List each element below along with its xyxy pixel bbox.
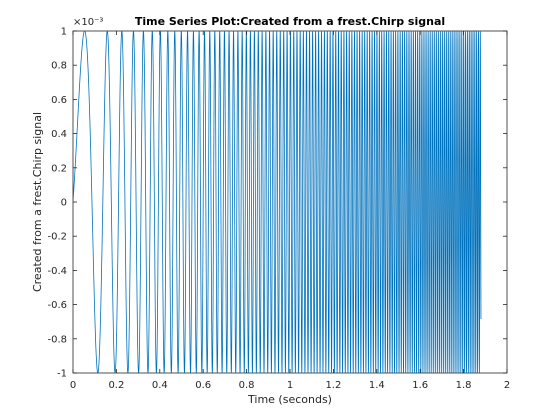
x-tick-label: 0.8 bbox=[239, 380, 255, 391]
y-tick-label: -1 bbox=[57, 369, 67, 380]
y-tick-label: -0.4 bbox=[47, 266, 67, 277]
y-tick-label: 0.8 bbox=[51, 61, 67, 72]
x-tick-label: 1.2 bbox=[325, 380, 341, 391]
y-tick-label: -0.2 bbox=[47, 232, 67, 243]
x-axis: 0 0.2 0.4 0.6 0.8 1 1.2 1.4 1.6 1.8 2 bbox=[70, 31, 510, 391]
y-tick-label: 1 bbox=[61, 27, 67, 38]
x-tick-label: 0.4 bbox=[152, 380, 168, 391]
x-tick-label: 0 bbox=[70, 380, 76, 391]
chirp-series-line bbox=[73, 31, 482, 373]
plot-area bbox=[72, 30, 508, 374]
y-exponent-label: ×10⁻³ bbox=[73, 17, 103, 28]
x-tick-label: 1.6 bbox=[412, 380, 428, 391]
y-tick-label: -0.8 bbox=[47, 334, 67, 345]
y-axis-label: Created from a frest.Chirp signal bbox=[31, 112, 44, 292]
y-tick-label: 0.4 bbox=[51, 129, 67, 140]
x-tick-label: 2 bbox=[504, 380, 510, 391]
x-tick-label: 1.8 bbox=[456, 380, 472, 391]
y-tick-label: -0.6 bbox=[47, 300, 67, 311]
x-tick-label: 1.4 bbox=[369, 380, 385, 391]
y-tick-label: 0.6 bbox=[51, 95, 67, 106]
chart-title: Time Series Plot:Created from a frest.Ch… bbox=[135, 15, 445, 28]
x-axis-label: Time (seconds) bbox=[247, 393, 332, 406]
x-tick-label: 0.2 bbox=[108, 380, 124, 391]
y-axis: -1 -0.8 -0.6 -0.4 -0.2 0 0.2 0.4 0.6 0.8 1 bbox=[47, 27, 507, 380]
x-tick-label: 1 bbox=[287, 380, 293, 391]
x-tick-label: 0.6 bbox=[195, 380, 211, 391]
y-tick-label: 0 bbox=[61, 198, 67, 209]
series-layer bbox=[73, 31, 482, 373]
y-tick-label: 0.2 bbox=[51, 163, 67, 174]
